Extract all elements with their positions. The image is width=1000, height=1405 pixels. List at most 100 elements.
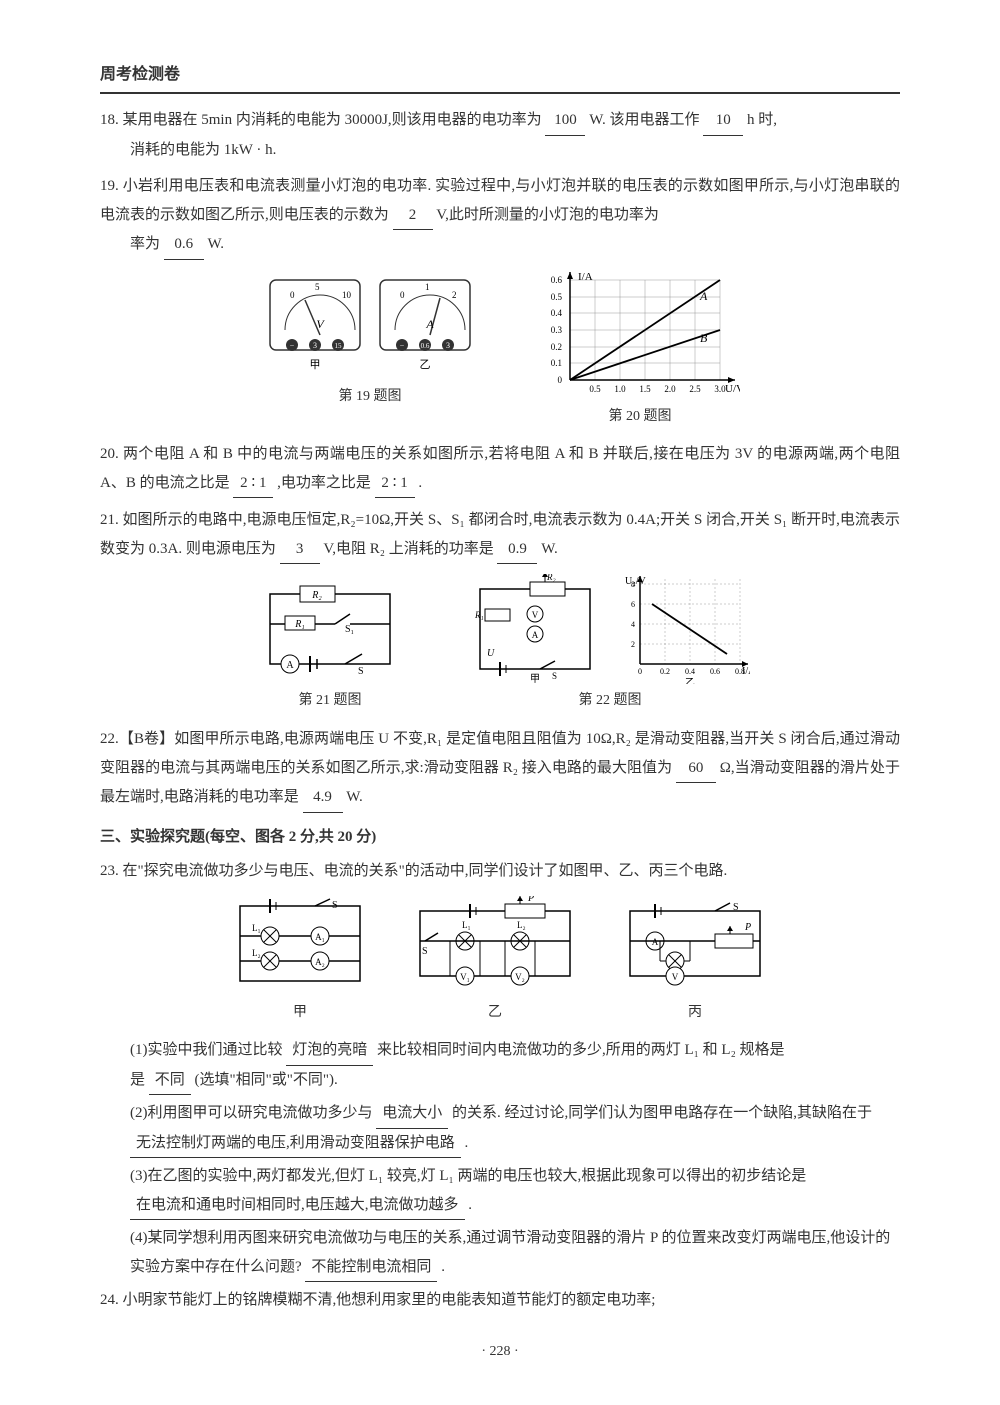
circuit-23-yi: P S L₁ L₂ V₁ V₂ <box>410 896 580 996</box>
q18-text-a: 18. 某用电器在 5min 内消耗的电能为 30000J,则该用电器的电功率为 <box>100 112 542 128</box>
q23-sub1-b2: 是 <box>130 1072 145 1088</box>
svg-text:乙: 乙 <box>420 358 431 371</box>
svg-text:A: A <box>425 317 434 331</box>
q23-sub3: (3)在乙图的实验中,两灯都发光,但灯 L₁ 较亮,灯 L₁ 两端的电压也较大,… <box>100 1162 900 1220</box>
svg-text:5: 5 <box>315 282 320 292</box>
caption-23-bing: 丙 <box>688 1000 702 1027</box>
svg-text:0.6: 0.6 <box>421 342 430 350</box>
svg-text:2: 2 <box>452 290 457 300</box>
svg-text:0.5: 0.5 <box>551 292 563 302</box>
q23-sub4: (4)某同学想利用丙图来研究电流做功与电压的关系,通过调节滑动变阻器的滑片 P … <box>100 1224 900 1282</box>
q23-sub2-blank2: 无法控制灯两端的电压,利用滑动变阻器保护电路 <box>130 1129 461 1159</box>
svg-text:0.6: 0.6 <box>551 275 563 285</box>
svg-text:1: 1 <box>425 282 430 292</box>
q23-sub2-a: (2)利用图甲可以研究电流做功多少与 <box>130 1105 373 1121</box>
q23-sub1-a: (1)实验中我们通过比较 <box>130 1042 283 1058</box>
svg-text:L₂: L₂ <box>517 920 526 930</box>
svg-text:2: 2 <box>631 640 635 649</box>
svg-text:2.5: 2.5 <box>689 384 701 394</box>
q18-blank-2: 10 <box>703 106 743 136</box>
svg-text:0: 0 <box>638 667 642 676</box>
svg-text:0.3: 0.3 <box>551 325 563 335</box>
svg-text:A₂: A₂ <box>315 957 325 967</box>
q19-blank-2: 0.6 <box>164 230 204 260</box>
q22-text-c: W. <box>346 789 363 805</box>
svg-text:0.4: 0.4 <box>551 308 563 318</box>
q23-sub1-c: (选填"相同"或"不同"). <box>195 1072 338 1088</box>
q19-text-c: W. <box>208 236 225 252</box>
q18-text-d: 消耗的电能为 1kW · h. <box>100 136 900 165</box>
svg-text:U₂/V: U₂/V <box>625 576 646 587</box>
svg-text:4: 4 <box>631 620 635 629</box>
svg-text:10: 10 <box>342 290 352 300</box>
svg-text:U/V: U/V <box>725 383 740 395</box>
q23-sub4-blank1: 不能控制电流相同 <box>305 1253 437 1283</box>
q18-text-c: h 时, <box>747 112 777 128</box>
svg-text:A: A <box>652 937 659 947</box>
svg-text:A₁: A₁ <box>315 932 325 942</box>
svg-text:U: U <box>487 648 495 659</box>
circuit-23-jia: S L₁ A₁ L₂ A₂ <box>230 896 370 996</box>
q23-sub4-a: (4)某同学想利用丙图来研究电流做功与电压的关系,通过调节滑动变阻器的滑片 P … <box>130 1230 890 1275</box>
svg-text:S: S <box>733 902 739 913</box>
svg-text:0: 0 <box>290 290 295 300</box>
question-21: 21. 如图所示的电路中,电源电压恒定,R₂=10Ω,开关 S、S₁ 都闭合时,… <box>100 506 900 564</box>
q21-text-c: W. <box>541 541 558 557</box>
caption-23-yi: 乙 <box>488 1000 502 1027</box>
figure-row-19-20: V 0 5 10 − 3 15 甲 A 0 1 2 − 0.6 3 乙 第 19… <box>100 270 900 431</box>
svg-text:V₁: V₁ <box>460 972 470 982</box>
q23-text-a: 23. 在"探究电流做功多少与电压、电流的关系"的活动中,同学们设计了如图甲、乙… <box>100 863 727 879</box>
svg-text:S: S <box>552 671 557 681</box>
section-3-title: 三、实验探究题(每空、图各 2 分,共 20 分) <box>100 823 900 852</box>
svg-text:0.1: 0.1 <box>551 358 562 368</box>
q23-sub1-blank2: 不同 <box>149 1066 191 1096</box>
svg-text:S: S <box>332 900 338 911</box>
svg-text:P: P <box>744 922 751 933</box>
svg-text:0.5: 0.5 <box>589 384 601 394</box>
svg-text:P: P <box>527 896 534 904</box>
svg-text:乙: 乙 <box>685 677 695 684</box>
circuit-23-bing: S A P V <box>620 896 770 996</box>
svg-text:1.5: 1.5 <box>639 384 651 394</box>
svg-text:15: 15 <box>335 342 343 350</box>
q23-sub2: (2)利用图甲可以研究电流做功多少与 电流大小 的关系. 经过讨论,同学们认为图… <box>100 1099 900 1158</box>
caption-22: 第 22 题图 <box>579 688 642 715</box>
svg-text:甲: 甲 <box>310 359 321 371</box>
q21-blank-2: 0.9 <box>497 535 537 565</box>
svg-text:A: A <box>286 660 294 671</box>
svg-text:I/A: I/A <box>578 271 593 283</box>
q21-blank-1: 3 <box>280 535 320 565</box>
svg-text:R₁: R₁ <box>294 619 305 630</box>
caption-21: 第 21 题图 <box>299 688 362 715</box>
circuit-chart-22: R₁ R₂ V A U S 甲 <box>470 574 750 684</box>
q23-sub2-blank1: 电流大小 <box>376 1099 448 1129</box>
caption-20: 第 20 题图 <box>609 404 672 431</box>
q20-text-c: . <box>418 475 422 491</box>
page-number: · 228 · <box>100 1339 900 1366</box>
svg-text:A: A <box>699 289 708 303</box>
svg-text:L₂: L₂ <box>252 948 261 958</box>
q19-text-b2: 率为 <box>130 236 160 252</box>
svg-text:S₁: S₁ <box>345 624 354 635</box>
q23-sub4-c: . <box>441 1259 445 1275</box>
circuit-21: R₂ R₁ S₁ A S <box>250 574 410 684</box>
q23-sub3-c: . <box>468 1197 472 1213</box>
svg-text:V: V <box>532 610 539 620</box>
figure-row-21-22: R₂ R₁ S₁ A S 第 21 题图 R₁ R₂ V A U S <box>100 574 900 715</box>
svg-text:3.0: 3.0 <box>714 384 726 394</box>
q23-sub1: (1)实验中我们通过比较 灯泡的亮暗 来比较相同时间内电流做功的多少,所用的两灯… <box>100 1036 900 1095</box>
question-22: 22.【B卷】如图甲所示电路,电源两端电压 U 不变,R₁ 是定值电阻且阻值为 … <box>100 725 900 813</box>
q23-sub3-a: (3)在乙图的实验中,两灯都发光,但灯 L₁ 较亮,灯 L₁ 两端的电压也较大,… <box>130 1168 806 1184</box>
q23-sub2-c: . <box>465 1135 469 1151</box>
svg-text:−: − <box>400 341 405 350</box>
svg-text:3: 3 <box>313 341 317 350</box>
svg-text:A: A <box>532 630 539 640</box>
svg-text:0.2: 0.2 <box>660 667 670 676</box>
svg-text:甲: 甲 <box>530 674 540 684</box>
svg-text:L₁: L₁ <box>252 923 261 933</box>
chart-figure-20: A B I/A U/V 0 0.1 0.2 0.3 0.4 0.5 0.6 0.… <box>540 270 740 400</box>
q23-sub1-blank1: 灯泡的亮暗 <box>286 1036 373 1066</box>
q20-text-b: ,电功率之比是 <box>277 475 371 491</box>
q18-text-b: W. 该用电器工作 <box>589 112 699 128</box>
question-19: 19. 小岩利用电压表和电流表测量小灯泡的电功率. 实验过程中,与小灯泡并联的电… <box>100 172 900 260</box>
